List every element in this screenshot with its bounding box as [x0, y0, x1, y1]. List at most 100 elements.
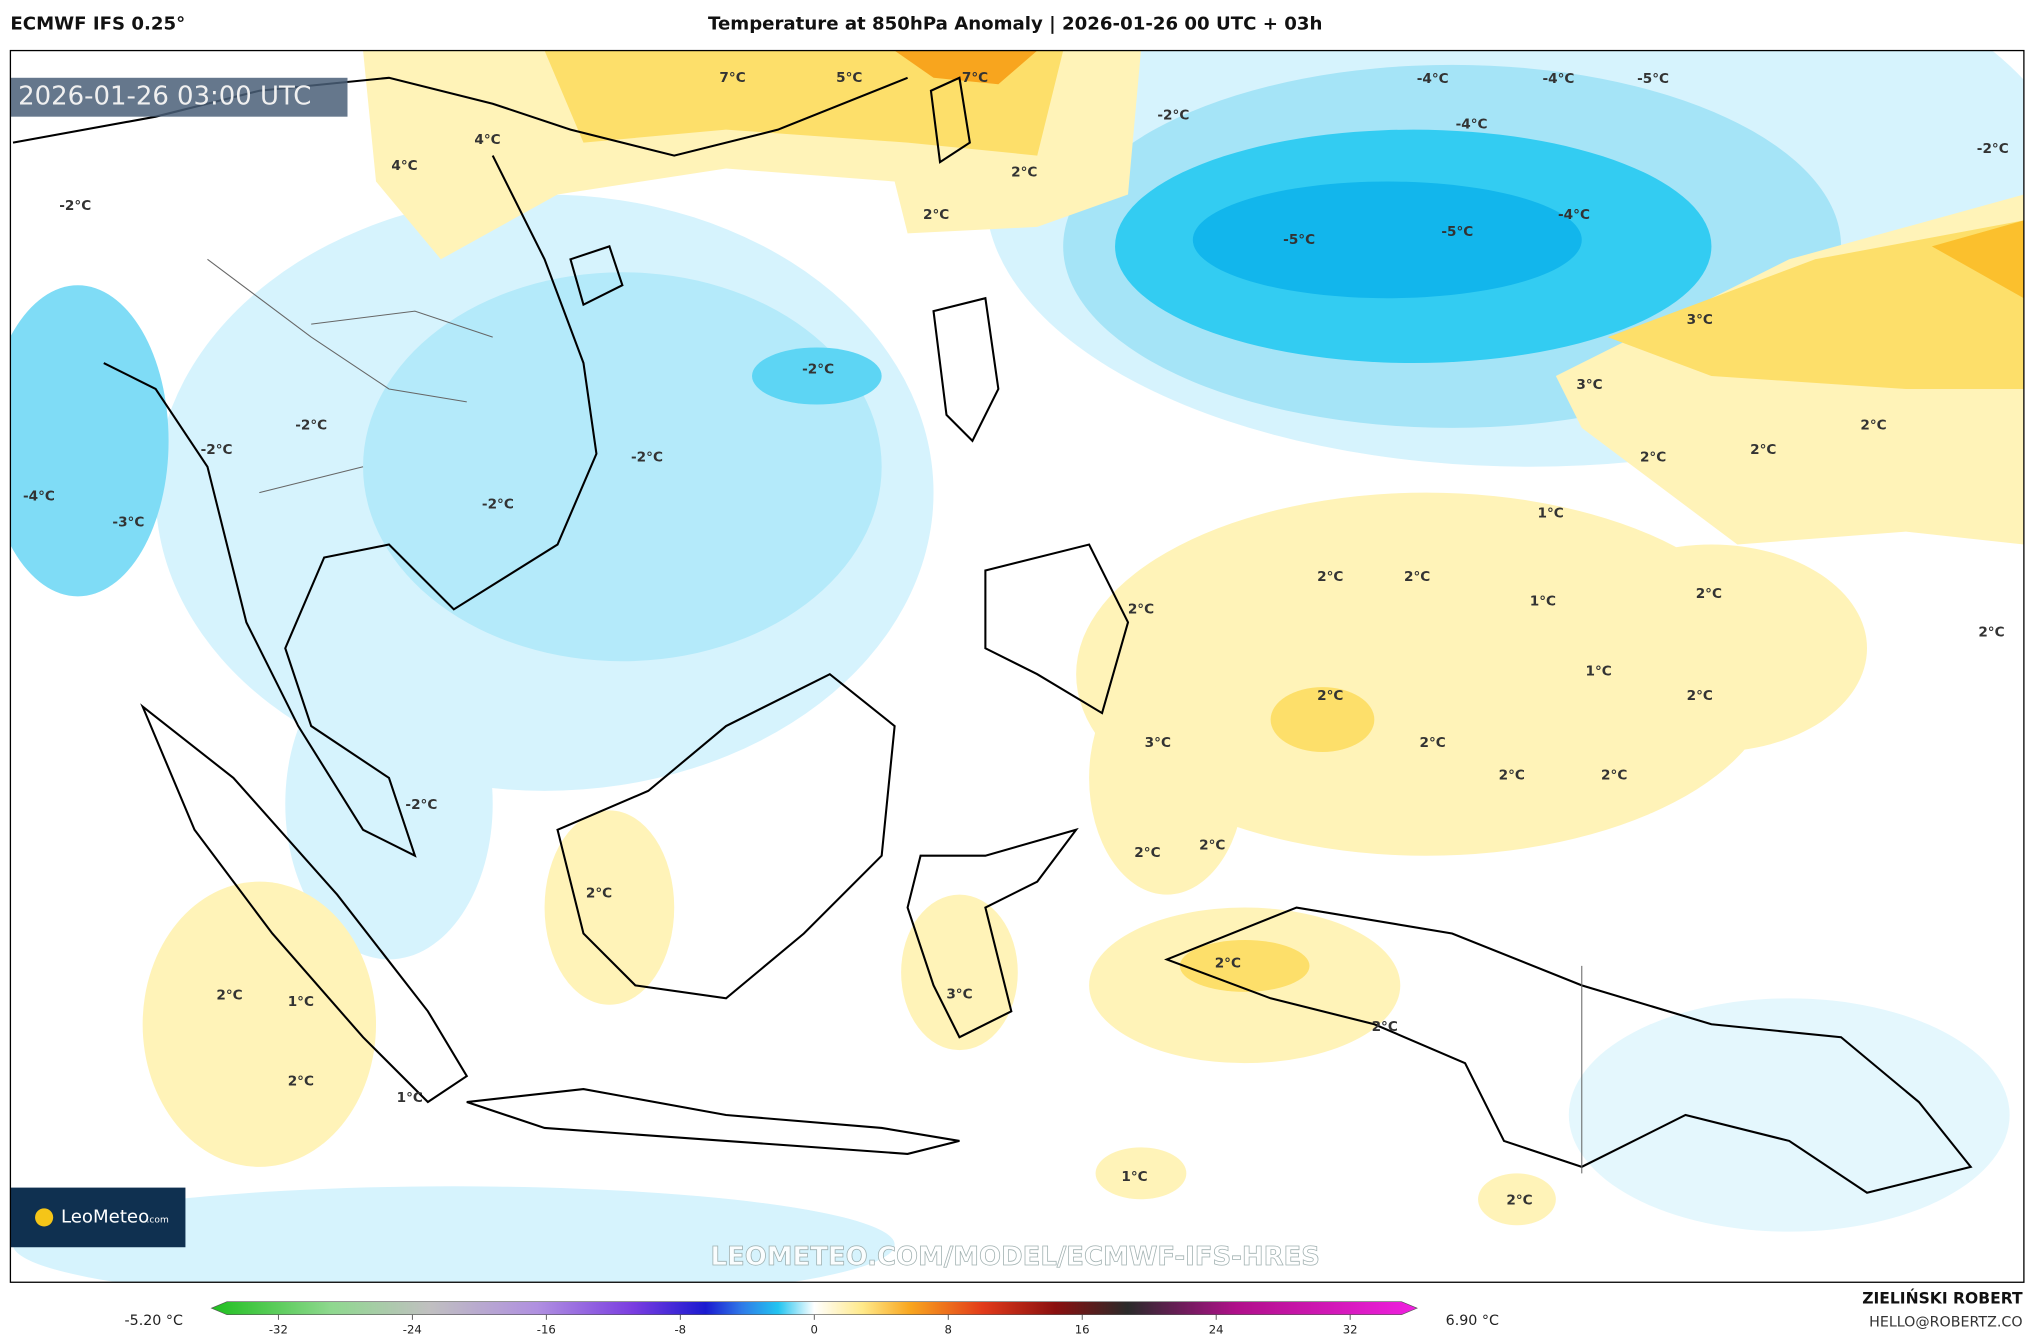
contour-label: 2°C	[1404, 569, 1430, 585]
contour-label: 3°C	[1576, 377, 1602, 393]
contour-label: 1°C	[1121, 1169, 1147, 1185]
contour-label: -2°C	[1977, 141, 2009, 157]
colorbar-tick-label: 24	[1209, 1323, 1224, 1337]
model-name: ECMWF IFS 0.25°	[10, 14, 185, 35]
contour-label: -2°C	[405, 797, 437, 813]
contour-label: 2°C	[1860, 417, 1886, 433]
contour-label: 2°C	[1506, 1193, 1532, 1209]
contour-label: 7°C	[719, 70, 745, 86]
colorbar-tick-label: -24	[403, 1323, 422, 1337]
cold-region	[285, 648, 493, 960]
coastline	[932, 296, 1000, 443]
colorbar-tick-label: 0	[811, 1323, 818, 1337]
contour-label: 2°C	[923, 207, 949, 223]
cold-region	[752, 347, 882, 405]
warm-region	[544, 810, 675, 1005]
cold-region	[10, 285, 169, 597]
cold-region	[363, 272, 882, 662]
coastline	[1164, 906, 1973, 1194]
contour-label: -2°C	[201, 442, 233, 458]
coastline	[984, 543, 1130, 715]
colorbar	[210, 1301, 1418, 1315]
contour-label: 2°C	[1134, 845, 1160, 861]
logo-suffix: .com	[147, 1216, 169, 1226]
contour-label: 3°C	[946, 986, 972, 1002]
colorbar-tick-label: 32	[1343, 1323, 1358, 1337]
warm-region	[1555, 544, 1868, 752]
contour-label: 2°C	[1978, 625, 2004, 641]
contour-label: 1°C	[1530, 594, 1556, 610]
map-frame	[9, 49, 2025, 1283]
contour-label: -5°C	[1441, 224, 1473, 240]
coastline	[569, 245, 624, 307]
contour-label: 4°C	[391, 158, 417, 174]
contour-label: 2°C	[1750, 442, 1776, 458]
logo-name: LeoMeteo	[61, 1206, 149, 1227]
coastline	[466, 1088, 960, 1155]
contour-label: 1°C	[1586, 664, 1612, 680]
contour-label: 2°C	[1011, 164, 1037, 180]
contour-label: -2°C	[482, 496, 514, 512]
contour-label: 7°C	[962, 70, 988, 86]
warm-region	[1270, 687, 1375, 752]
colorbar-ticks: -32 -24 -16 -8 0 8 16 24 32	[269, 1314, 1358, 1337]
contour-label: 2°C	[1640, 450, 1666, 466]
colorbar-tick-label: -32	[269, 1323, 288, 1337]
contour-label: -2°C	[802, 362, 834, 378]
valid-time: 2026-01-26 03:00 UTC	[18, 82, 311, 112]
warm-region	[1931, 220, 2024, 299]
contour-label: 2°C	[586, 885, 612, 901]
warm-region	[1089, 661, 1245, 895]
contour-label: 2°C	[1317, 569, 1343, 585]
warm-region	[1095, 1147, 1187, 1200]
cold-region	[1192, 181, 1582, 299]
contour-label: -5°C	[1637, 71, 1669, 87]
contour-label: 2°C	[216, 988, 242, 1004]
warm-region	[901, 894, 1018, 1051]
contour-label: 2°C	[1687, 688, 1713, 704]
time-badge	[10, 77, 348, 117]
contour-label: -2°C	[59, 198, 91, 214]
colorbar-tick-label: 16	[1075, 1323, 1090, 1337]
contour-label: -4°C	[1417, 71, 1449, 87]
contour-label: -4°C	[23, 489, 55, 505]
author: ZIELIŃSKI ROBERT	[1862, 1289, 2023, 1308]
contour-label: -4°C	[1558, 207, 1590, 223]
contour-label: -2°C	[1157, 107, 1189, 123]
contour-label: 2°C	[288, 1073, 314, 1089]
warm-region	[1179, 939, 1310, 992]
contact: HELLO@ROBERTZ.CO	[1869, 1314, 2022, 1330]
coastline	[556, 672, 896, 1000]
contour-label: 2°C	[1372, 1019, 1398, 1035]
colorbar-tick-label: -16	[537, 1323, 556, 1337]
coastline	[140, 703, 469, 1104]
contour-label: 2°C	[1601, 767, 1627, 783]
contour-label: 1°C	[1538, 505, 1564, 521]
contour-label: 3°C	[1145, 735, 1171, 751]
contour-label: 4°C	[474, 132, 500, 148]
map-title: Temperature at 850hPa Anomaly | 2026-01-…	[708, 14, 1322, 35]
colorbar-tick-label: -8	[674, 1323, 686, 1337]
contour-label: 2°C	[1128, 601, 1154, 617]
cold-region	[13, 1186, 895, 1283]
contour-label: 2°C	[1199, 837, 1225, 853]
contour-label: 2°C	[1696, 586, 1722, 602]
warm-region	[894, 50, 1038, 85]
contour-label: 2°C	[1420, 735, 1446, 751]
warm-region	[142, 881, 377, 1167]
warm-region	[1607, 220, 2024, 389]
contour-label: 2°C	[1317, 688, 1343, 704]
contour-labels: 7°C 5°C 7°C 4°C 4°C 2°C 2°C -2°C -4°C -4°C -5°C -4°…	[23, 70, 2009, 1209]
coastline	[929, 76, 971, 164]
watermark: LEOMETEO.COM/MODEL/ECMWF-IFS-HRES	[710, 1242, 1319, 1272]
contour-label: -4°C	[1542, 71, 1574, 87]
contour-label: 1°C	[288, 994, 314, 1010]
contour-label: -2°C	[631, 450, 663, 466]
contour-label: 5°C	[836, 70, 862, 86]
contour-label: 2°C	[1215, 955, 1241, 971]
contour-label: 3°C	[1687, 312, 1713, 328]
contour-label: -5°C	[1283, 232, 1315, 248]
contour-label: 2°C	[1499, 767, 1525, 783]
